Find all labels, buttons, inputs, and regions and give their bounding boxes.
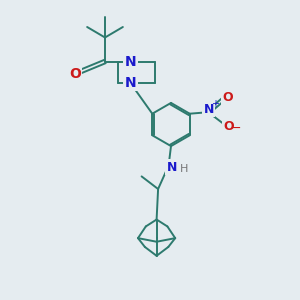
Text: N: N — [167, 160, 177, 174]
Text: −: − — [231, 122, 242, 135]
Text: O: O — [223, 119, 234, 133]
Text: N: N — [125, 76, 136, 90]
Text: N: N — [125, 55, 136, 68]
Text: N: N — [204, 103, 214, 116]
Text: +: + — [211, 99, 219, 109]
Text: O: O — [222, 91, 233, 104]
Text: O: O — [69, 67, 81, 80]
Text: H: H — [179, 164, 188, 174]
